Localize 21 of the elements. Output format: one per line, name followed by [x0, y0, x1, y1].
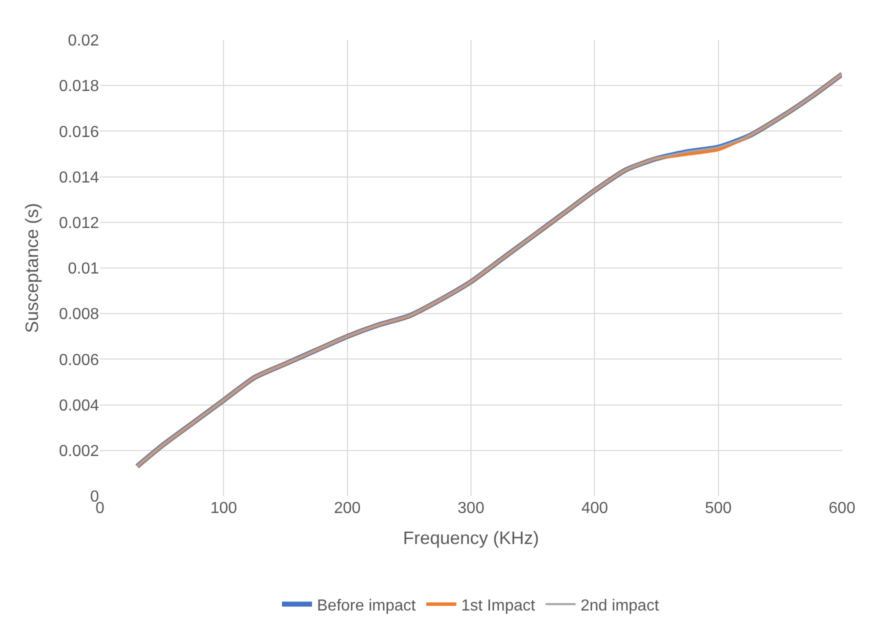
- x-tick-label: 100: [210, 500, 238, 517]
- x-tick-label: 300: [458, 500, 484, 517]
- x-tick-label: 400: [581, 500, 608, 517]
- x-tick-label: 500: [704, 500, 732, 517]
- y-tick-label: 0.002: [58, 443, 100, 460]
- y-tick-label: 0.01: [68, 260, 100, 278]
- x-axis-title: Frequency (KHz): [402, 528, 540, 548]
- y-tick-label: 0.02: [68, 32, 100, 50]
- legend-label: 2nd impact: [580, 597, 660, 614]
- y-tick-label: 0.006: [58, 352, 100, 369]
- y-tick-label: 0.014: [58, 169, 100, 186]
- legend-label: 1st Impact: [461, 597, 536, 614]
- y-tick-label: 0.016: [58, 124, 100, 141]
- x-tick-label: 200: [334, 500, 361, 517]
- legend-label: Before impact: [317, 597, 416, 614]
- y-tick-label: 0.012: [58, 215, 100, 232]
- y-tick-label: 0.008: [58, 306, 100, 324]
- y-axis-title: Susceptance (s): [22, 202, 42, 334]
- y-tick-label: 0.004: [58, 397, 100, 414]
- y-tick-label: 0.018: [58, 78, 100, 96]
- x-tick-label: 600: [828, 500, 856, 517]
